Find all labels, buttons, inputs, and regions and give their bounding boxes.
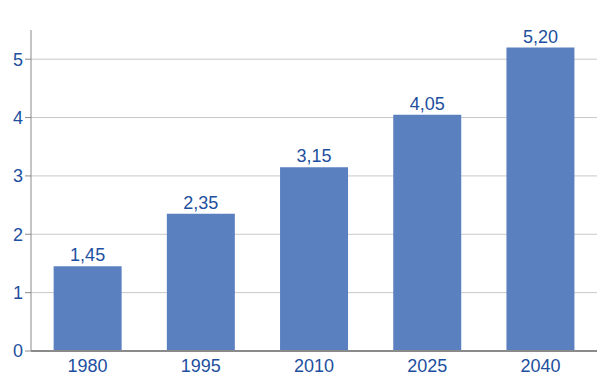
svg-text:2025: 2025 [407, 356, 447, 376]
svg-text:1: 1 [13, 283, 23, 303]
svg-text:2,35: 2,35 [183, 193, 218, 213]
svg-text:2040: 2040 [520, 356, 560, 376]
svg-text:5,20: 5,20 [523, 27, 558, 47]
svg-text:5: 5 [13, 50, 23, 70]
svg-text:3: 3 [13, 166, 23, 186]
svg-text:1,45: 1,45 [70, 245, 105, 265]
svg-text:3,15: 3,15 [297, 146, 332, 166]
svg-text:2: 2 [13, 225, 23, 245]
svg-text:0: 0 [13, 341, 23, 361]
svg-text:2010: 2010 [294, 356, 334, 376]
svg-text:1980: 1980 [68, 356, 108, 376]
svg-text:1995: 1995 [181, 356, 221, 376]
svg-text:4,05: 4,05 [410, 94, 445, 114]
svg-text:4: 4 [13, 108, 23, 128]
